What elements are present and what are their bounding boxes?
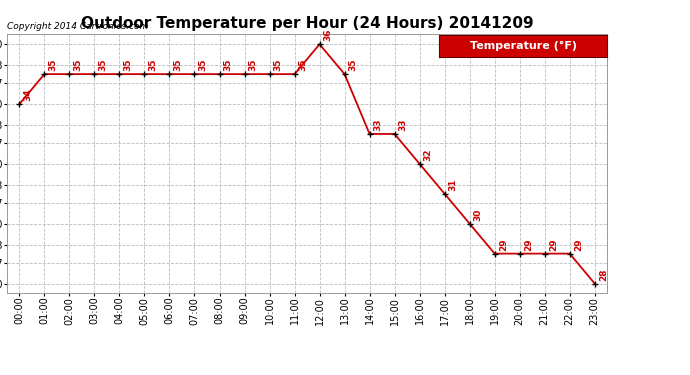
- Text: 29: 29: [549, 238, 558, 251]
- Text: 36: 36: [324, 29, 333, 42]
- Text: 35: 35: [299, 59, 308, 71]
- Text: 30: 30: [474, 209, 483, 221]
- Text: 35: 35: [48, 59, 57, 71]
- Text: 35: 35: [74, 59, 83, 71]
- Text: Copyright 2014 Cartronics.com: Copyright 2014 Cartronics.com: [7, 22, 148, 31]
- Text: 34: 34: [23, 88, 32, 101]
- Text: 35: 35: [148, 59, 157, 71]
- Text: 35: 35: [248, 59, 257, 71]
- Text: 28: 28: [599, 268, 608, 281]
- Title: Outdoor Temperature per Hour (24 Hours) 20141209: Outdoor Temperature per Hour (24 Hours) …: [81, 16, 533, 31]
- Text: 35: 35: [224, 59, 233, 71]
- Text: 35: 35: [174, 59, 183, 71]
- Text: 29: 29: [574, 238, 583, 251]
- Text: 35: 35: [199, 59, 208, 71]
- Text: 33: 33: [374, 118, 383, 131]
- Text: 33: 33: [399, 118, 408, 131]
- Text: 31: 31: [448, 178, 457, 191]
- Text: 35: 35: [348, 59, 357, 71]
- Text: 29: 29: [524, 238, 533, 251]
- Text: 35: 35: [124, 59, 132, 71]
- Text: 32: 32: [424, 148, 433, 161]
- Text: 29: 29: [499, 238, 508, 251]
- Text: 35: 35: [99, 59, 108, 71]
- Text: 35: 35: [274, 59, 283, 71]
